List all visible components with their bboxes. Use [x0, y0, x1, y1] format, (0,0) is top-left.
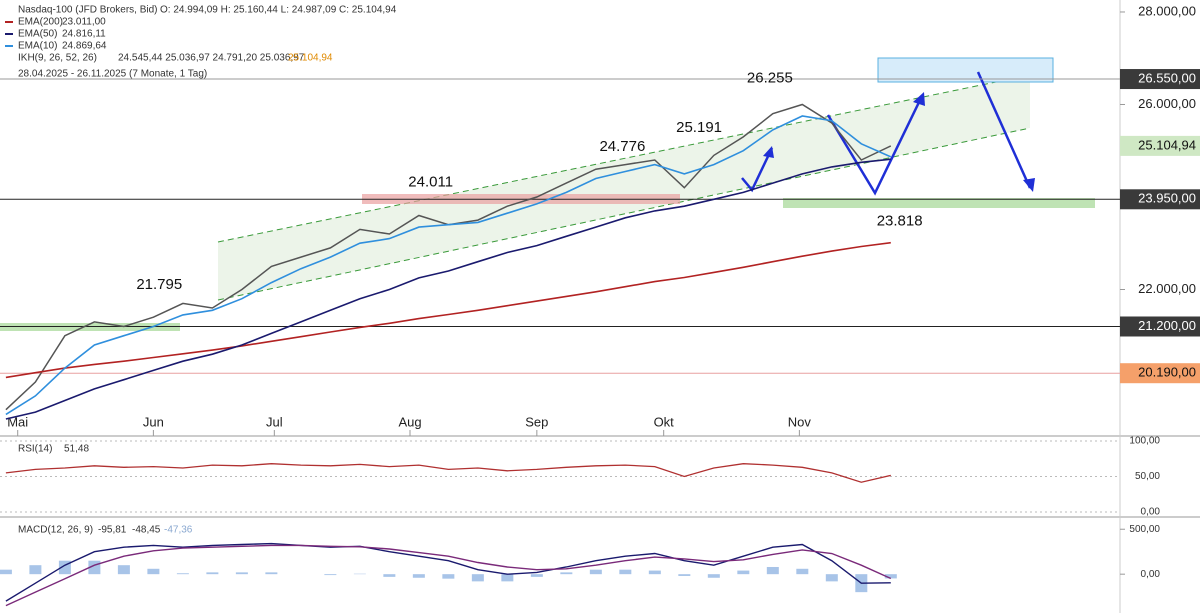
legend-value: -95,81	[98, 525, 127, 536]
arrow-heads	[763, 92, 1035, 192]
y-tick-label: 100,00	[1129, 436, 1160, 447]
annotation: 24.011	[408, 173, 453, 190]
histogram-bar	[678, 574, 691, 576]
level-box	[1120, 363, 1200, 384]
histogram-bar	[471, 574, 484, 582]
x-tick-label: Jul	[266, 414, 283, 429]
x-tick-label: Okt	[654, 414, 675, 429]
histogram-bar	[648, 570, 661, 575]
arrow	[976, 71, 1032, 189]
y-tick-label: 22.000,00	[1138, 281, 1196, 296]
histogram-bar	[707, 574, 720, 578]
annotation: 23.818	[877, 212, 923, 229]
histogram-bar	[412, 574, 425, 578]
legend-value: 24.869,64	[62, 41, 107, 52]
channel-upper	[217, 74, 1031, 243]
level-label: 26.550,00	[1138, 70, 1196, 85]
rsi-line	[5, 463, 891, 483]
support-zone	[783, 198, 1095, 208]
arrow-head	[913, 92, 925, 106]
legend-label: RSI(14)	[18, 444, 52, 455]
target-zone	[877, 57, 1054, 83]
y-tick-label: 26.000,00	[1138, 96, 1196, 111]
y-tick-label: 0,00	[1141, 507, 1161, 518]
histogram-bar	[766, 566, 779, 575]
x-tick-label: Aug	[398, 414, 421, 429]
ikh-values: 24.545,44 25.036,97 24.791,20 25.036,97	[118, 53, 305, 64]
y-tick-label: 0,00	[1141, 569, 1161, 580]
ohlc: O: 24.994,09 H: 25.160,44 L: 24.987,09 C…	[160, 5, 397, 16]
y-tick-label: 500,00	[1129, 524, 1160, 535]
histogram-bar	[560, 572, 573, 575]
level-box	[1120, 316, 1200, 337]
date-range: 28.04.2025 - 26.11.2025 (7 Monate, 1 Tag…	[18, 69, 207, 80]
legend-value: -47,36	[164, 525, 193, 536]
histogram-bar	[235, 572, 248, 575]
histogram-bar	[501, 574, 514, 582]
histogram-bar	[383, 574, 396, 577]
legend-value: 51,48	[64, 444, 89, 455]
x-tick-label: Jun	[143, 414, 164, 429]
level-label: 20.190,00	[1138, 365, 1196, 380]
legend: Nasdaq-100 (JFD Brokers, Bid) O: 24.994,…	[18, 5, 397, 80]
annotation: 25.191	[676, 119, 722, 136]
arrow-head	[1023, 178, 1035, 192]
histogram-bar	[324, 574, 337, 576]
level-label: 25.104,94	[1138, 137, 1196, 152]
signal-line	[5, 544, 892, 607]
x-tick-label: Nov	[788, 414, 812, 429]
legend-value: -48,45	[132, 525, 161, 536]
histogram-bar	[619, 569, 632, 575]
legend-value: 24.816,11	[62, 29, 106, 40]
y-tick-label: 50,00	[1135, 471, 1160, 482]
channel-fill	[218, 75, 1030, 300]
legend-label: EMA(200)	[18, 17, 63, 28]
annotation: 21.795	[136, 276, 182, 293]
series-line	[5, 115, 892, 416]
annotation: 26.255	[747, 70, 793, 87]
series-line	[5, 241, 891, 379]
histogram-bar	[589, 569, 602, 575]
level-box	[1120, 69, 1200, 90]
histogram-bar	[442, 574, 455, 579]
histogram-bar	[530, 574, 543, 577]
ikh-last: 25.104,94	[288, 53, 333, 64]
histogram-bar	[884, 574, 897, 579]
legend-label: EMA(10)	[18, 41, 57, 52]
histogram-bar	[29, 565, 42, 575]
histogram-bar	[796, 568, 809, 575]
series-line	[5, 158, 891, 420]
histogram-bar	[0, 569, 12, 575]
histogram-bar	[825, 574, 838, 582]
macd-line	[5, 542, 891, 602]
level-label: 23.950,00	[1138, 191, 1196, 206]
support-zone	[0, 323, 180, 331]
ikh-label: IKH(9, 26, 52, 26)	[18, 53, 97, 64]
level-label: 21.200,00	[1138, 318, 1196, 333]
histogram-bar	[147, 568, 160, 575]
legend-label: MACD(12, 26, 9)	[18, 525, 93, 536]
histogram-bar	[117, 565, 130, 575]
level-box	[1120, 135, 1200, 156]
arrow	[826, 95, 924, 196]
legend-label: EMA(50)	[18, 29, 57, 40]
histogram-bar	[176, 573, 189, 575]
arrow-head	[763, 146, 774, 158]
instrument: Nasdaq-100 (JFD Brokers, Bid)	[18, 5, 158, 16]
histogram-bar	[265, 572, 278, 575]
histogram-bar	[206, 572, 219, 575]
annotation: 24.776	[599, 138, 645, 155]
y-tick-label: 28.000,00	[1138, 3, 1196, 18]
x-tick-label: Sep	[525, 414, 548, 429]
channel-lower	[217, 127, 1031, 301]
histogram-bar	[737, 570, 750, 575]
level-box	[1120, 189, 1200, 210]
legend-value: 23.011,00	[62, 17, 106, 28]
